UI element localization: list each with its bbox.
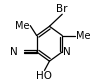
Text: Me: Me (15, 21, 30, 31)
Text: N: N (63, 47, 71, 57)
Text: Br: Br (56, 3, 68, 14)
Text: HO: HO (36, 71, 52, 81)
Text: Me: Me (76, 31, 90, 41)
Text: N: N (10, 47, 17, 57)
